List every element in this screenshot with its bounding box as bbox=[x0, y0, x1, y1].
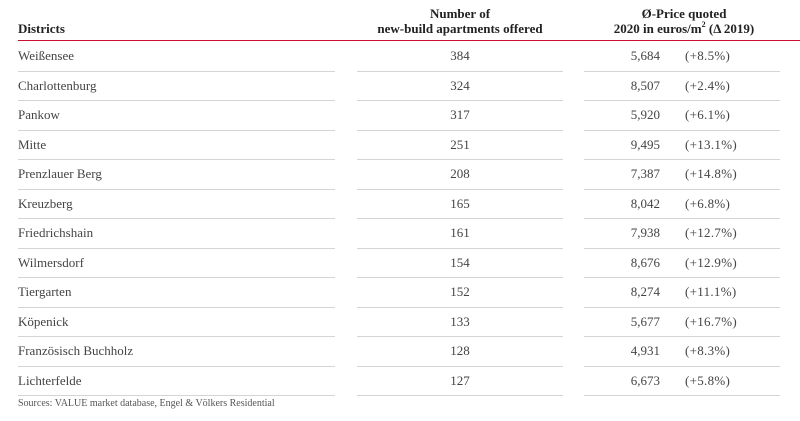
price-change: (+8.3%) bbox=[685, 343, 731, 358]
price-value: 8,507 bbox=[630, 77, 660, 93]
price-change: (+13.1%) bbox=[685, 136, 737, 152]
apartments-count: 208 bbox=[357, 159, 563, 190]
header-price-line1: Ø-Price quoted bbox=[641, 6, 727, 21]
apartments-count: 317 bbox=[357, 100, 563, 131]
apartments-count: 251 bbox=[357, 130, 563, 160]
price-value: 7,387 bbox=[630, 166, 660, 181]
price-change: (+12.7%) bbox=[685, 225, 737, 240]
price-change: (+5.8%) bbox=[685, 372, 731, 388]
header-price-line2-text: 2020 in euros/m bbox=[613, 21, 702, 36]
table-row: Köpenick 133 5,677 (+16.7%) bbox=[18, 307, 800, 337]
price-change: (+2.4%) bbox=[685, 77, 731, 93]
price-value: 5,920 bbox=[630, 107, 660, 122]
table-row: Wilmersdorf 154 8,676 (+12.9%) bbox=[18, 248, 800, 278]
district-name: Lichterfelde bbox=[18, 366, 335, 396]
price-change: (+6.8%) bbox=[685, 195, 731, 211]
price-change: (+11.1%) bbox=[685, 284, 737, 299]
source-note: Sources: VALUE market database, Engel & … bbox=[18, 398, 275, 409]
district-name: Wilmersdorf bbox=[18, 248, 335, 278]
header-apartments-line2: new-build apartments offered bbox=[377, 21, 543, 36]
price-cell: 5,677 (+16.7%) bbox=[584, 307, 780, 337]
table-row: Charlottenburg 324 8,507 (+2.4%) bbox=[18, 71, 800, 101]
price-value: 8,676 bbox=[630, 254, 660, 270]
table-row: Mitte 251 9,495 (+13.1%) bbox=[18, 130, 800, 160]
price-change: (+6.1%) bbox=[685, 107, 731, 122]
header-districts: Districts bbox=[18, 21, 65, 36]
price-cell: 4,931 (+8.3%) bbox=[584, 336, 780, 367]
apartments-count: 127 bbox=[357, 366, 563, 396]
apartments-count: 165 bbox=[357, 189, 563, 219]
price-value: 5,677 bbox=[630, 313, 660, 329]
district-name: Friedrichshain bbox=[18, 218, 335, 249]
apartments-count: 384 bbox=[357, 41, 563, 72]
table-row: Weißensee 384 5,684 (+8.5%) bbox=[18, 41, 800, 72]
header-price-line2-delta: (Δ 2019) bbox=[705, 21, 755, 36]
header-apartments-offered: Number of new-build apartments offered bbox=[357, 6, 563, 36]
district-name: Tiergarten bbox=[18, 277, 335, 308]
district-name: Französisch Buchholz bbox=[18, 336, 335, 367]
price-value: 8,274 bbox=[630, 284, 660, 299]
price-cell: 8,274 (+11.1%) bbox=[584, 277, 780, 308]
table-row: Lichterfelde 127 6,673 (+5.8%) bbox=[18, 366, 800, 396]
apartments-count: 324 bbox=[357, 71, 563, 101]
apartments-count: 161 bbox=[357, 218, 563, 249]
apartments-count: 154 bbox=[357, 248, 563, 278]
district-name: Mitte bbox=[18, 130, 335, 160]
price-cell: 8,676 (+12.9%) bbox=[584, 248, 780, 278]
price-value: 8,042 bbox=[630, 195, 660, 211]
table-row: Prenzlauer Berg 208 7,387 (+14.8%) bbox=[18, 159, 800, 190]
price-cell: 7,387 (+14.8%) bbox=[584, 159, 780, 190]
price-cell: 5,684 (+8.5%) bbox=[584, 41, 780, 72]
price-value: 5,684 bbox=[630, 48, 660, 63]
apartments-count: 128 bbox=[357, 336, 563, 367]
price-value: 4,931 bbox=[630, 343, 660, 358]
district-name: Köpenick bbox=[18, 307, 335, 337]
price-cell: 8,507 (+2.4%) bbox=[584, 71, 780, 101]
district-name: Prenzlauer Berg bbox=[18, 159, 335, 190]
district-name: Charlottenburg bbox=[18, 71, 335, 101]
price-cell: 7,938 (+12.7%) bbox=[584, 218, 780, 249]
table-row: Tiergarten 152 8,274 (+11.1%) bbox=[18, 277, 800, 308]
price-value: 9,495 bbox=[630, 136, 660, 152]
header-price-quoted: Ø-Price quoted 2020 in euros/m2 (Δ 2019) bbox=[584, 6, 784, 36]
price-cell: 5,920 (+6.1%) bbox=[584, 100, 780, 131]
district-name: Pankow bbox=[18, 100, 335, 131]
price-cell: 9,495 (+13.1%) bbox=[584, 130, 780, 160]
table-row: Pankow 317 5,920 (+6.1%) bbox=[18, 100, 800, 131]
header-apartments-line1: Number of bbox=[429, 6, 491, 21]
district-name: Weißensee bbox=[18, 41, 335, 72]
table-row: Kreuzberg 165 8,042 (+6.8%) bbox=[18, 189, 800, 219]
table-row: Friedrichshain 161 7,938 (+12.7%) bbox=[18, 218, 800, 249]
table-row: Französisch Buchholz 128 4,931 (+8.3%) bbox=[18, 336, 800, 367]
price-value: 7,938 bbox=[630, 225, 660, 240]
header-price-superscript: 2 bbox=[701, 20, 706, 29]
price-change: (+12.9%) bbox=[685, 254, 737, 270]
districts-table: Districts Number of new-build apartments… bbox=[18, 0, 800, 396]
apartments-count: 133 bbox=[357, 307, 563, 337]
price-cell: 8,042 (+6.8%) bbox=[584, 189, 780, 219]
price-change: (+16.7%) bbox=[685, 313, 737, 329]
table-body: Weißensee 384 5,684 (+8.5%) Charlottenburg 32… bbox=[18, 41, 800, 396]
price-change: (+8.5%) bbox=[685, 48, 731, 63]
district-name: Kreuzberg bbox=[18, 189, 335, 219]
price-change: (+14.8%) bbox=[685, 166, 737, 181]
table-header: Districts Number of new-build apartments… bbox=[18, 0, 800, 41]
price-value: 6,673 bbox=[630, 372, 660, 388]
apartments-count: 152 bbox=[357, 277, 563, 308]
header-price-line2: 2020 in euros/m2 (Δ 2019) bbox=[584, 20, 784, 37]
price-cell: 6,673 (+5.8%) bbox=[584, 366, 780, 396]
